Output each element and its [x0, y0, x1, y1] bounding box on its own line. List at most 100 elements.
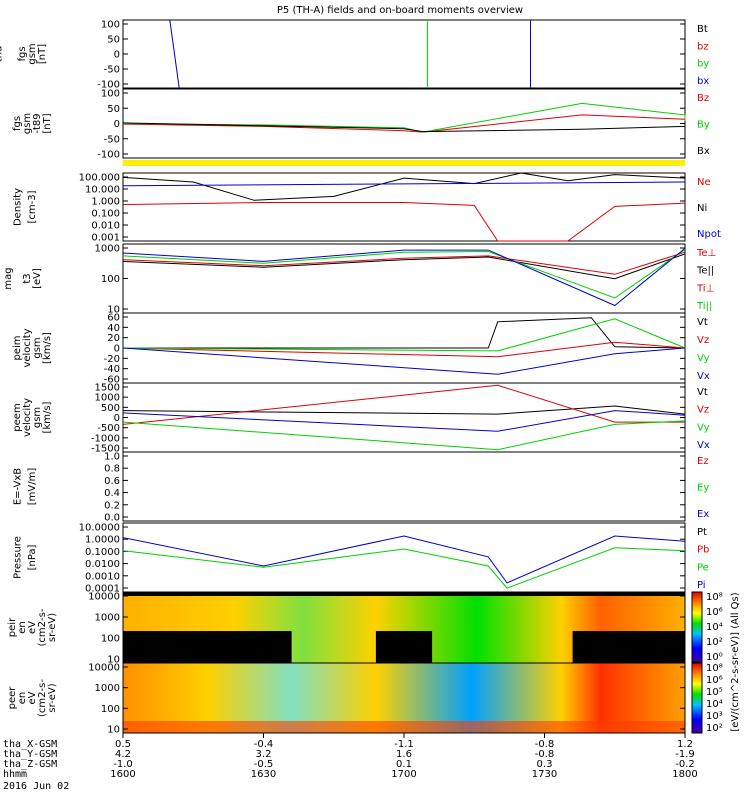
y-tick-label: 10 [107, 655, 120, 666]
colorbar-tick-label: 10⁵ [706, 687, 723, 698]
legend-entry: Ne [697, 177, 711, 188]
panel-peir-eflux: thapeireneV(cm2-s-sr-eV) 10000 1000 100 10 [7, 591, 686, 666]
y-tick-label: 0 [114, 413, 120, 424]
panel-ylabel: mag t3[eV] [3, 267, 43, 289]
legend-entry: Vy [697, 422, 710, 433]
legend-entry: Pe [697, 562, 709, 573]
spectrogram-top-gap [123, 592, 685, 596]
time-tick-label-x: -0.8 [535, 739, 555, 750]
y-tick-label: 500 [101, 403, 120, 414]
legend-entry: bx [697, 76, 709, 87]
y-tick-label: 10000 [88, 663, 120, 674]
colorbar-tick-label: 10⁸ [706, 592, 723, 603]
series-line-Vx [122, 410, 686, 432]
y-tick-label: -60 [104, 375, 120, 386]
y-tick-label: 20 [107, 333, 120, 344]
ylabel-line: eV [27, 621, 38, 634]
series-line-Te [122, 251, 686, 275]
series-line-Bx [122, 122, 686, 133]
legend-entry: Npot [697, 229, 721, 240]
time-tick-label-hhmm: 1700 [391, 769, 416, 780]
legend-entry: Vy [697, 353, 710, 364]
y-tick-label: 10000 [88, 592, 120, 603]
ylabel-line: E=-VxB [13, 468, 24, 505]
legend-entry: By [697, 120, 710, 131]
time-tick-label-y: 4.2 [115, 749, 131, 760]
y-tick-label: -20 [104, 354, 120, 365]
y-tick-label: 40 [107, 323, 120, 334]
quality-flag-bar [123, 160, 685, 166]
legend-entry: Vt [697, 317, 708, 328]
panel-ylabel: Density [cm-3] [13, 188, 39, 226]
time-tick-label-hhmm: 1600 [110, 769, 135, 780]
ylabel-line: gsm [22, 113, 33, 134]
y-tick-label: -40 [104, 364, 120, 375]
panel-efield: E=-VxB [mV/m] 1.00.80.60.40.2 0.0 Ez Ey Ex [13, 451, 709, 524]
spectrogram-low-energy-band [123, 721, 685, 733]
time-tick-label-x: 0.5 [115, 739, 131, 750]
series-group-peim-velocity [122, 317, 686, 375]
y-tick-label: 50 [107, 35, 120, 46]
ylabel-line: velocity [22, 398, 33, 437]
y-tick-label: 0.010 [91, 221, 120, 232]
y-tick-label: 0.4 [104, 488, 120, 499]
legend-entry: Vt [697, 387, 708, 398]
series-line-By [122, 102, 686, 133]
y-tick-label: 50 [107, 104, 120, 115]
series-line-Pi [122, 535, 686, 584]
panel-frame [122, 243, 686, 314]
ylabel-line: [nT] [42, 113, 53, 133]
legend-entry: Pb [697, 545, 709, 556]
ylabel-line: gsm [27, 43, 38, 64]
series-line-Ni [122, 172, 686, 201]
series-line-Vz [122, 341, 686, 358]
legend-entry: Ti|| [696, 301, 712, 312]
y-tick-label: 1000 [95, 613, 120, 624]
colorbar-tick-label: 10³ [706, 711, 723, 722]
series-group-density [122, 172, 686, 242]
ylabel-line: gsm [32, 407, 43, 428]
ylabel-line: peir [7, 617, 18, 637]
y-tick-label: 100 [101, 20, 120, 31]
ylabel-line: gsm [32, 337, 43, 358]
panel-frame [122, 451, 686, 522]
y-tick-label: 0.0010 [85, 571, 120, 582]
series-group-peem-velocity [122, 384, 686, 451]
time-tick-label-z: -0.2 [675, 759, 695, 770]
panel-ylabel: E=-VxB [mV/m] [13, 468, 39, 506]
colorbar-lower [691, 662, 703, 734]
series-group-temperature [122, 248, 686, 307]
series-group-fgs-gsm-t89 [122, 102, 686, 133]
spectrogram-low-energy-gap [572, 631, 685, 663]
ylabel-line: peem [12, 403, 23, 431]
y-tick-label: 0 [114, 50, 120, 61]
colorbar-tick-label: 10⁸ [706, 663, 723, 674]
ylabel-line: Density [13, 188, 24, 226]
legend-entry: Vz [697, 335, 709, 346]
y-tick-label: 0.100 [91, 209, 120, 220]
ylabel-line: [eV] [32, 268, 43, 289]
legend-entry: Bt [697, 24, 708, 35]
ylabel-line: eV [27, 691, 38, 704]
panel-ylabel: tha fgsgsm[nT] [0, 43, 48, 64]
ylabel-line: [cm-3] [27, 190, 38, 223]
y-tick-label: 1.000 [91, 197, 120, 208]
y-tick-label: -500 [97, 423, 120, 434]
series-line-Vt [122, 405, 686, 415]
ylabel-line: (cm2-s- [37, 679, 48, 717]
y-tick-label: 0.0 [104, 513, 120, 524]
legend-entry: Te⊥ [696, 248, 716, 259]
series-line-Vy [122, 318, 686, 352]
ylabel-line: fgs [12, 116, 23, 131]
series-line-Ti [122, 248, 686, 307]
legend-entry: Te|| [696, 266, 714, 277]
series-line-Pe [122, 547, 686, 589]
panel-fgs-gsm: tha fgsgsm[nT] 100 50 0 -50 -100 Bt bz by bx [0, 19, 709, 91]
time-tick-label-y: 3.2 [256, 749, 272, 760]
ylabel-line: [mV/m] [27, 468, 38, 506]
colorbar-tick-label: 10² [706, 723, 723, 734]
ylabel-line: (cm2-s- [37, 608, 48, 646]
time-tick-label-z: 0.1 [396, 759, 412, 770]
